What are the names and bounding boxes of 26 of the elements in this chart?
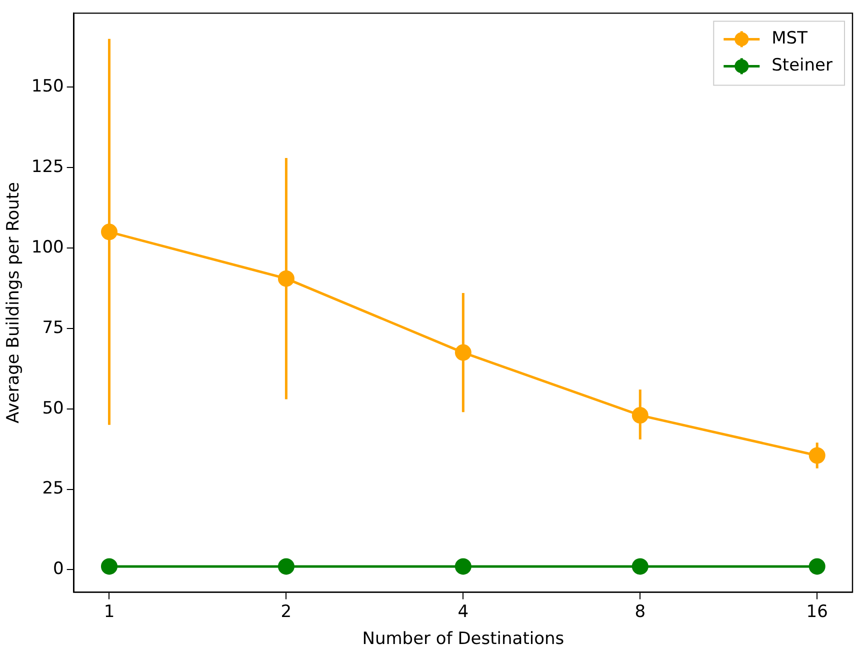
x-tick-label: 4 <box>458 602 469 622</box>
point <box>454 558 472 575</box>
point <box>632 407 648 424</box>
y-tick-label: 100 <box>31 237 64 258</box>
x-tick-label: 8 <box>634 602 646 622</box>
y-tick-label: 50 <box>42 398 64 418</box>
y-tick-label: 125 <box>31 157 64 178</box>
x-tick-label: 1 <box>104 602 115 622</box>
y-tick-label: 75 <box>42 318 64 338</box>
x-axis-title: Number of Destinations <box>362 629 564 650</box>
y-tick-label: 0 <box>53 559 64 580</box>
point <box>454 344 472 361</box>
y-tick-label: 25 <box>42 478 64 499</box>
x-tick-label: 2 <box>280 602 292 622</box>
point <box>632 558 648 575</box>
x-tick-label: 16 <box>806 602 828 622</box>
point <box>100 558 118 575</box>
legend-label: Steiner <box>772 56 833 76</box>
y-tick-label: 150 <box>31 76 64 97</box>
point <box>100 224 118 240</box>
legend-label: MST <box>772 28 808 49</box>
point <box>278 270 294 287</box>
point <box>808 558 826 575</box>
y-axis-title: Average Buildings per Route <box>4 182 24 424</box>
point <box>808 447 826 464</box>
point <box>278 558 294 575</box>
